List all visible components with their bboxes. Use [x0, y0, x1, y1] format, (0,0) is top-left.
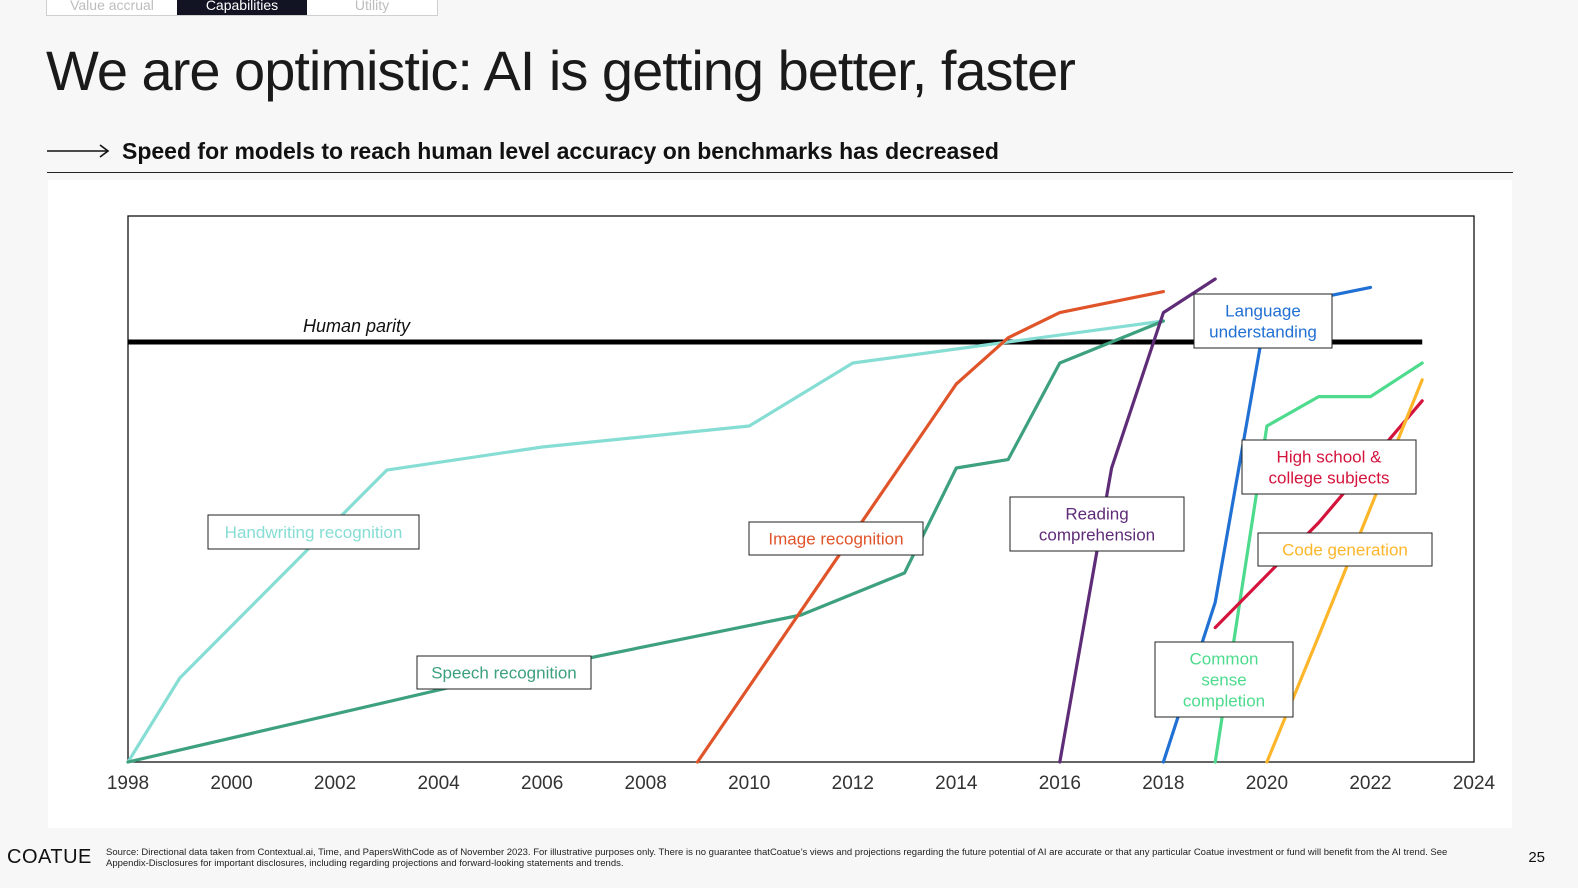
tab-value-accrual[interactable]: Value accrual — [70, 0, 154, 13]
label-box-reading-comprehension — [1009, 496, 1185, 552]
label-box-high-school-and-college-subjects — [1241, 439, 1417, 495]
arrow-right-icon — [47, 144, 110, 158]
label-box-common-sense-completion — [1154, 641, 1294, 718]
label-box-language-understanding — [1193, 293, 1333, 349]
series-line-image-recognition — [695, 289, 1166, 764]
subtitle-row: Speed for models to reach human level ac… — [47, 136, 1513, 173]
x-tick-label: 2002 — [314, 773, 356, 794]
section-tabs: Value accrual Capabilities Utility — [46, 0, 438, 16]
tab-utility[interactable]: Utility — [354, 0, 390, 13]
label-box-image-recognition — [748, 521, 924, 556]
series-label-image-recognition: Image recognition — [768, 530, 903, 549]
chart-panel: 1998 2000 2002 2004 2006 2008 2010 2012 2014 2016… — [48, 180, 1512, 828]
x-tick-label: 2006 — [521, 773, 563, 794]
series-label-handwriting-recognition: Handwriting recognition — [225, 523, 403, 542]
page-number: 25 — [1528, 849, 1545, 866]
series-line-reading-comprehension — [1058, 277, 1217, 764]
page-title: We are optimistic: AI is getting better,… — [46, 39, 1076, 102]
series-label-code-generation: Code generation — [1282, 541, 1408, 560]
label-box-handwriting-recognition — [207, 514, 420, 550]
x-tick-label: 1998 — [107, 773, 149, 794]
tab-capabilities[interactable]: Capabilities — [177, 0, 307, 15]
chart-subtitle: Speed for models to reach human level ac… — [122, 138, 999, 164]
series-label-high-school-and-college-subjects: High school & — [1277, 448, 1383, 467]
series-line-common-sense-completion — [1213, 361, 1424, 764]
series-label-language-understanding: understanding — [1209, 323, 1317, 342]
source-note: Source: Directional data taken from Cont… — [106, 847, 1448, 869]
plot-frame — [127, 215, 1475, 763]
x-tick-label: 2022 — [1349, 773, 1391, 794]
x-tick-label: 2016 — [1039, 773, 1081, 794]
series-label-speech-recognition: Speech recognition — [431, 664, 577, 683]
x-tick-label: 2020 — [1246, 773, 1288, 794]
x-tick-label: 2010 — [728, 773, 770, 794]
coatue-logo: COATUE — [7, 846, 92, 868]
x-tick-label: 2024 — [1453, 773, 1496, 794]
x-tick-label: 2008 — [625, 773, 667, 794]
series-label-language-understanding: Language — [1225, 302, 1301, 321]
label-box-code-generation — [1257, 532, 1433, 567]
x-tick-label: 2004 — [417, 773, 460, 794]
x-tick-label: 2000 — [210, 773, 252, 794]
series-label-common-sense-completion: sense — [1201, 671, 1246, 690]
x-tick-label: 2018 — [1142, 773, 1184, 794]
series-label-reading-comprehension: comprehension — [1039, 526, 1155, 545]
series-label-reading-comprehension: Reading — [1065, 505, 1128, 524]
x-tick-label: 2012 — [832, 773, 874, 794]
x-tick-label: 2014 — [935, 773, 978, 794]
human-parity-label: Human parity — [303, 316, 411, 336]
series-line-handwriting-recognition — [126, 319, 1166, 764]
series-label-high-school-and-college-subjects: college subjects — [1269, 469, 1390, 488]
series-label-common-sense-completion: completion — [1183, 692, 1265, 711]
series-label-common-sense-completion: Common — [1190, 650, 1259, 669]
benchmark-line-chart: 1998 2000 2002 2004 2006 2008 2010 2012 2014 2016… — [107, 215, 1496, 794]
label-box-speech-recognition — [416, 655, 592, 690]
